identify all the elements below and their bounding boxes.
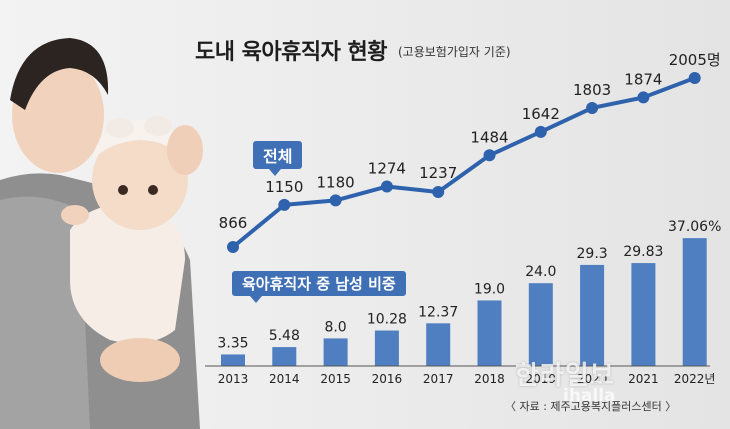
- chart-subtitle: (고용보험가입자 기준): [398, 45, 511, 59]
- watermark-sub: ihalla: [563, 386, 616, 406]
- line-value-label: 1150: [265, 178, 303, 196]
- line-point-2018: [483, 149, 496, 162]
- line-value-label: 1180: [317, 173, 355, 191]
- bar-2014: [272, 347, 297, 366]
- line-value-label: 1874: [624, 70, 662, 88]
- line-value-label: 1484: [470, 128, 508, 146]
- bar-2015: [323, 338, 348, 366]
- line-value-label: 1642: [522, 105, 560, 123]
- x-tick-label: 2018: [474, 372, 505, 386]
- line-point-2016: [380, 180, 393, 193]
- line-value-label: 2005명: [669, 51, 721, 69]
- line-point-2019: [534, 125, 547, 138]
- source-note: 〈 자료 : 제주고용복지플러스센터 〉: [505, 400, 677, 413]
- bar-value-label: 8.0: [324, 319, 346, 335]
- bar-2021: [631, 263, 656, 366]
- bar-2019: [528, 283, 553, 366]
- line-value-label: 1803: [573, 81, 611, 99]
- bar-2013: [221, 354, 245, 366]
- x-tick-label: 2020: [577, 372, 608, 386]
- line-point-2017: [432, 185, 445, 198]
- x-tick-label: 2013: [218, 372, 249, 386]
- x-tick-label: 2015: [320, 372, 351, 386]
- bar-value-label: 29.83: [623, 244, 663, 260]
- bar-2022: [682, 238, 707, 366]
- bar-2016: [374, 330, 399, 366]
- x-tick-label: 2017: [423, 372, 454, 386]
- line-value-label: 1237: [419, 164, 457, 182]
- bar-2017: [426, 323, 451, 366]
- x-tick-label: 2014: [269, 372, 300, 386]
- line-point-2015: [329, 194, 342, 207]
- line-value-label: 866: [219, 214, 248, 232]
- line-point-2021: [637, 91, 650, 104]
- x-tick-label: 2022년: [674, 372, 716, 386]
- bar-value-label: 19.0: [474, 281, 505, 297]
- line-series-total: [231, 76, 696, 249]
- line-point-2014: [278, 198, 291, 211]
- line-value-label: 1274: [368, 159, 406, 177]
- watermark-logo: 한라일보: [515, 361, 615, 391]
- bar-2020: [580, 264, 605, 366]
- bar-value-label: 12.37: [418, 304, 458, 320]
- x-tick-label: 2021: [628, 372, 659, 386]
- bar-value-label: 24.0: [525, 264, 556, 280]
- bar-value-label: 29.3: [577, 246, 608, 262]
- bar-series-label: 육아휴직자 중 남성 비중: [232, 271, 406, 303]
- x-tick-label: 2019: [526, 372, 557, 386]
- bar-value-label: 37.06%: [668, 219, 721, 235]
- bar-value-label: 10.28: [367, 312, 407, 328]
- chart-title: 도내 육아휴직자 현황: [195, 40, 387, 65]
- line-point-2022: [688, 72, 701, 84]
- bar-2018: [477, 300, 502, 366]
- line-point-2020: [586, 101, 599, 114]
- x-tick-label: 2016: [372, 372, 403, 386]
- bar-value-label: 5.48: [269, 328, 300, 344]
- bar-value-label: 3.35: [217, 335, 248, 351]
- line-point-2013: [227, 241, 239, 253]
- line-series-label: 전체: [253, 141, 303, 176]
